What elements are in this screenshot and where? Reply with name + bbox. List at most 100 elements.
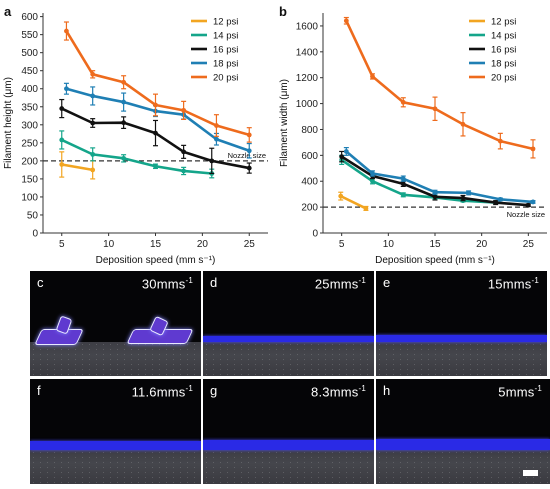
chart-a-filament-height: a 0 50 100 150 200 250 300 350 400 450 500 550 600 5 10… (3, 4, 268, 266)
data-point (466, 190, 471, 196)
photo-letter: e (383, 275, 391, 290)
printed-filament (376, 439, 550, 450)
y-tick-label: 800 (301, 125, 318, 136)
legend-label: 20 psi (491, 73, 516, 84)
photo-speed-label: 5mms-1 (498, 384, 542, 400)
y-tick-label: 300 (21, 120, 38, 131)
data-point (497, 196, 503, 202)
photo-speed-label: 11.6mms-1 (131, 384, 193, 400)
series-line (61, 163, 93, 172)
y-tick-label: 0 (32, 229, 38, 240)
data-point (343, 18, 349, 24)
substrate (30, 342, 201, 376)
legend-label: 18 psi (491, 59, 516, 70)
y-tick-label: 350 (21, 102, 38, 113)
y-tick-label: 400 (21, 84, 38, 95)
y-tick-label: 600 (301, 151, 318, 162)
data-point (370, 171, 375, 176)
data-point (432, 189, 438, 195)
y-tick-label: 600 (21, 12, 38, 23)
x-tick-label: 20 (476, 239, 488, 250)
photo-panel-f: f 11.6mms-1 (30, 379, 201, 484)
data-point (181, 107, 187, 113)
x-tick-label: 10 (383, 239, 395, 250)
data-point (432, 106, 438, 112)
legend-label: 12 psi (213, 17, 238, 28)
y-tick-label: 1000 (296, 99, 319, 110)
legend-label: 18 psi (213, 59, 238, 70)
data-point (363, 206, 369, 211)
data-point (246, 148, 252, 154)
x-tick-label: 25 (244, 239, 256, 250)
y-tick-label: 450 (21, 66, 38, 77)
photo-speed-label: 15mms-1 (487, 276, 539, 292)
data-point (59, 137, 65, 143)
nozzle-size-label: Nozzle size (507, 210, 545, 219)
data-point (400, 192, 406, 198)
x-tick-label: 5 (339, 239, 345, 250)
printed-filament (203, 440, 374, 450)
y-tick-label: 200 (301, 203, 318, 214)
x-axis-title: Deposition speed (mm s⁻¹) (375, 255, 495, 266)
data-point (339, 154, 345, 160)
data-point (460, 121, 466, 127)
y-axis-title: Filament width (μm) (279, 79, 290, 167)
data-point (121, 155, 127, 161)
photo-letter: h (383, 383, 391, 398)
x-axis-title: Deposition speed (mm s⁻¹) (96, 255, 216, 266)
data-point (432, 194, 438, 200)
data-point (370, 74, 375, 79)
data-point (246, 165, 252, 171)
data-point (64, 28, 69, 34)
photo-speed-label: 25mms-1 (314, 276, 366, 292)
y-tick-label: 150 (21, 174, 38, 185)
x-tick-label: 20 (197, 239, 209, 250)
data-point (214, 123, 219, 128)
printed-filament (376, 335, 547, 342)
printed-filament (30, 441, 201, 450)
x-tick-label: 10 (103, 239, 115, 250)
data-point (370, 178, 375, 184)
photo-panel-d: d 25mms-1 (203, 271, 374, 376)
x-tick-label: 25 (523, 239, 535, 250)
y-tick-label: 250 (21, 138, 38, 149)
legend-label: 16 psi (491, 45, 516, 56)
photo-letter: d (210, 275, 218, 290)
data-point (121, 79, 127, 85)
series-line (340, 194, 367, 210)
y-tick-label: 100 (21, 192, 38, 203)
series-line (340, 158, 496, 204)
data-point (525, 202, 531, 208)
data-point (121, 99, 127, 105)
substrate (203, 342, 374, 376)
data-point (530, 146, 536, 152)
data-point (530, 199, 536, 205)
data-point (343, 149, 349, 154)
substrate (376, 342, 547, 376)
y-tick-label: 1400 (296, 47, 319, 58)
data-point (90, 93, 96, 99)
photo-panel-e: e 15mms-1 (376, 271, 547, 376)
data-point (59, 106, 65, 111)
data-point (338, 193, 344, 199)
nozzle-size-label: Nozzle size (228, 151, 266, 160)
y-axis-title: Filament height (μm) (3, 77, 14, 169)
photo-panel-h: h 5mms-1 (376, 379, 550, 484)
panel-letter: b (279, 4, 287, 19)
x-tick-label: 5 (59, 239, 65, 250)
photo-grid: c 30mms-1 d 25mms-1 e 15mms-1 f 11.6mms-… (30, 271, 550, 489)
legend-label: 14 psi (213, 31, 238, 42)
data-point (59, 162, 65, 167)
data-point (246, 132, 252, 138)
legend-label: 12 psi (491, 17, 516, 28)
data-point (181, 168, 187, 174)
data-point (400, 181, 406, 187)
photo-speed-label: 30mms-1 (141, 276, 193, 292)
photo-panel-c: c 30mms-1 (30, 271, 201, 376)
y-tick-label: 1600 (296, 21, 319, 32)
substrate (203, 450, 374, 484)
photo-panel-g: g 8.3mms-1 (203, 379, 374, 484)
data-point (90, 71, 96, 77)
legend-label: 14 psi (491, 31, 516, 42)
